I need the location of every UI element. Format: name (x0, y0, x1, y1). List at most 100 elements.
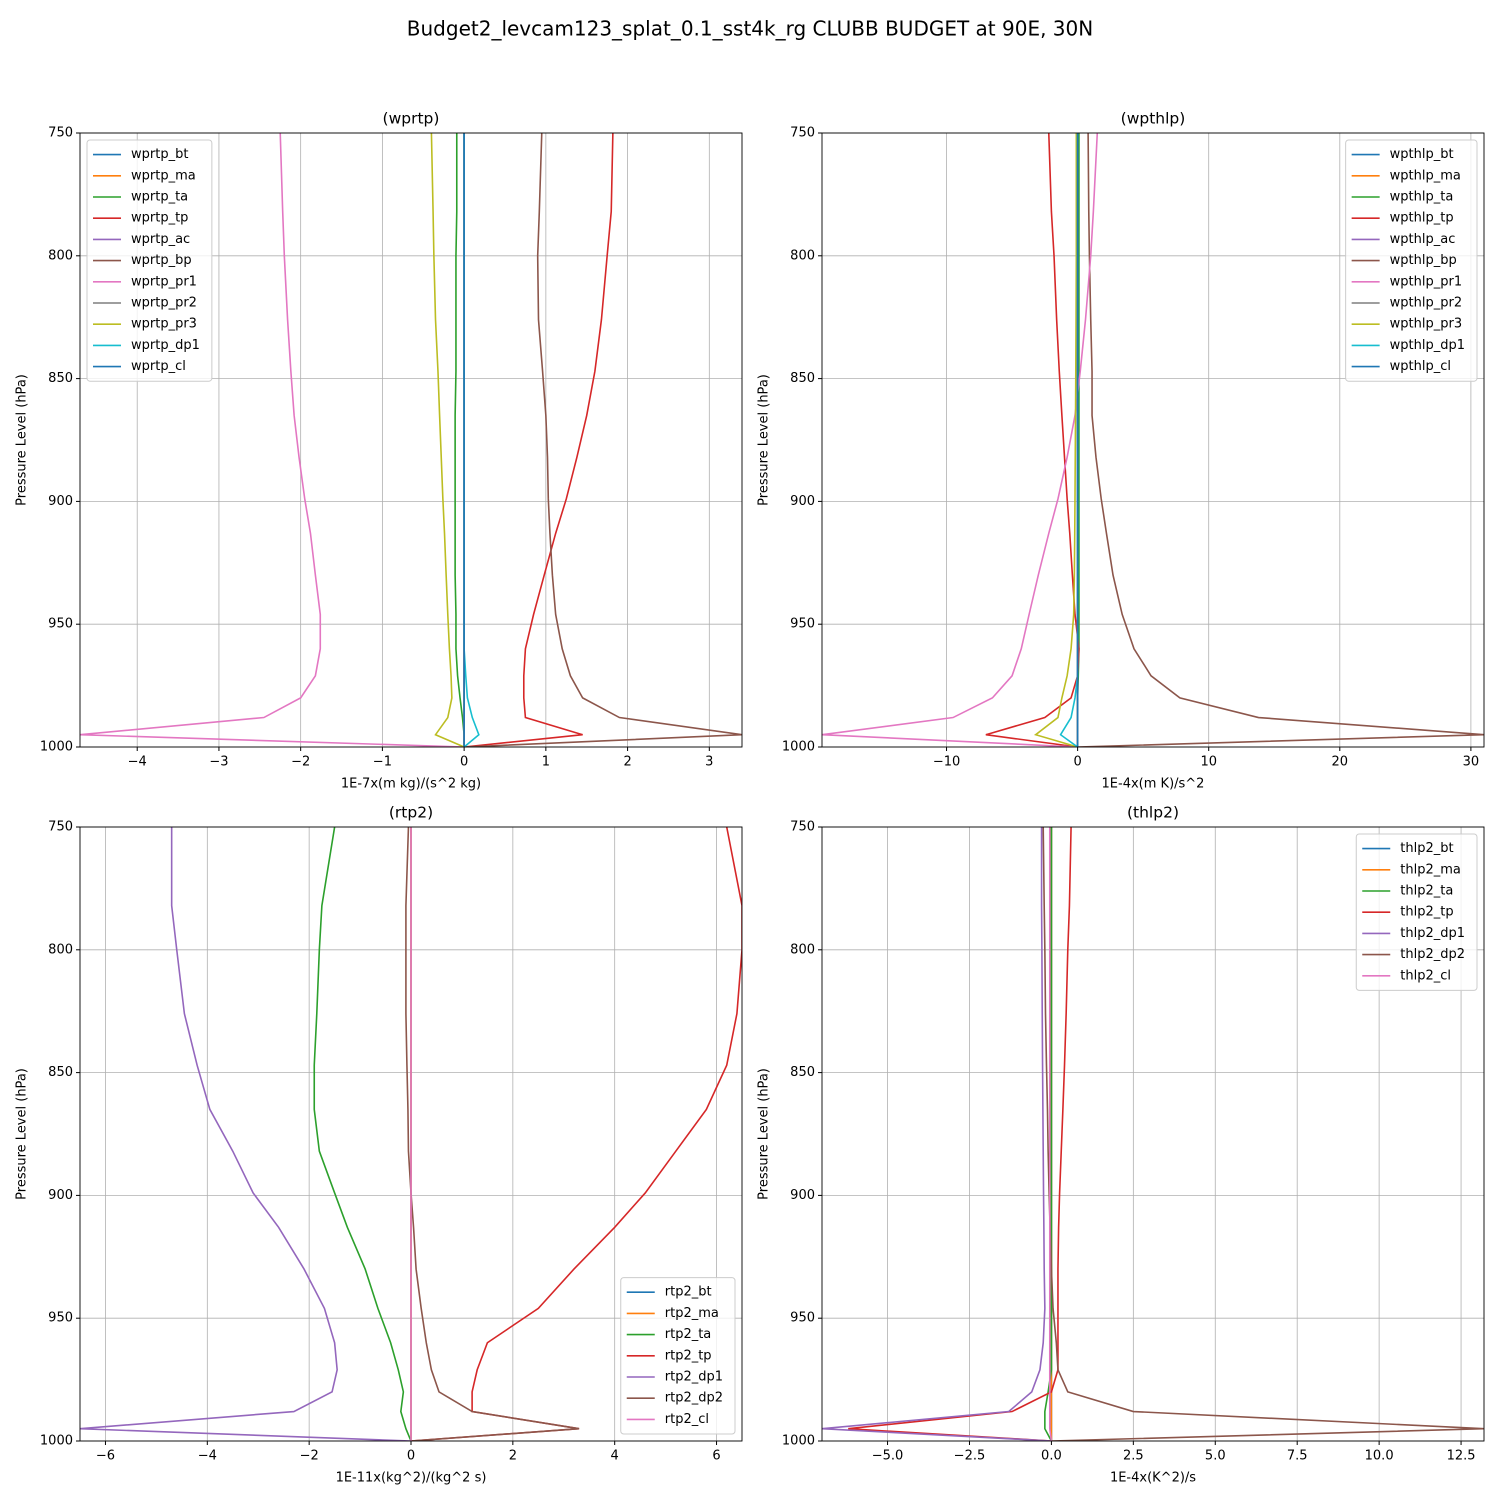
axes-frame (79, 132, 743, 748)
legend-label: rtp2_ma (665, 1306, 719, 1321)
y-tick-label: 800 (48, 942, 73, 957)
series-line (464, 133, 614, 747)
x-tick-label: −2 (291, 755, 310, 770)
legend-label: rtp2_bt (665, 1285, 712, 1300)
subplot-title: (rtp2) (389, 804, 433, 822)
x-tick-label: 2 (623, 755, 631, 770)
legend-label: wprtp_pr2 (131, 296, 197, 311)
figure-title: Budget2_levcam123_splat_0.1_sst4k_rg CLU… (407, 17, 1093, 41)
y-tick-label: 750 (48, 820, 73, 835)
series-line (822, 827, 1052, 1441)
series-line (1048, 827, 1053, 1441)
legend-label: wpthlp_pr3 (1390, 317, 1462, 332)
series-line (313, 827, 412, 1441)
legend-label: wprtp_dp1 (131, 338, 200, 353)
legend-label: wprtp_tp (131, 211, 188, 226)
y-tick-label: 750 (790, 126, 815, 141)
legend-label: rtp2_ta (665, 1327, 712, 1342)
legend-label: thlp2_dp2 (1400, 947, 1465, 962)
series-line (822, 133, 1099, 747)
x-tick-label: −10 (933, 755, 960, 770)
x-tick-label: 10.0 (1365, 1449, 1394, 1464)
x-tick-label: −2 (300, 1449, 319, 1464)
axes-frame (821, 132, 1485, 748)
y-axis-label: Pressure Level (hPa) (15, 374, 30, 506)
x-tick-label: −5.0 (872, 1449, 904, 1464)
legend-label: wpthlp_pr1 (1390, 274, 1462, 289)
x-tick-label: −1 (373, 755, 392, 770)
plot-area (80, 133, 742, 747)
legend-label: wprtp_cl (131, 359, 186, 374)
legend-label: wpthlp_cl (1390, 359, 1451, 374)
x-tick-label: 30 (1463, 755, 1480, 770)
legend-label: wpthlp_dp1 (1390, 338, 1465, 353)
series-line (1077, 133, 1484, 747)
legend: wpthlp_bt wpthlp_ma wpthlp_ta wpthlp_tpwpth… (1345, 139, 1478, 382)
plot-area (822, 827, 1484, 1441)
legend-label: wpthlp_bt (1390, 147, 1454, 162)
x-axis-label: 1E-11x(kg^2)/(kg^2 s) (336, 1471, 487, 1486)
x-tick-label: 6 (712, 1449, 720, 1464)
y-tick-label: 950 (48, 1311, 73, 1326)
y-tick-label: 850 (48, 1065, 73, 1080)
legend-label: wpthlp_bp (1390, 253, 1457, 268)
x-tick-label: 2.5 (1123, 1449, 1144, 1464)
y-tick-label: 900 (48, 494, 73, 509)
x-axis-label: 1E-7x(m kg)/(s^2 kg) (341, 777, 481, 792)
legend-label: wprtp_pr1 (131, 274, 197, 289)
subplot: −4 −3 −2 −1 0 1 2 3 750 800 850 900 950 1000 (wprtp) 1E… (15, 110, 743, 792)
legend-label: wpthlp_ma (1390, 168, 1461, 183)
y-axis-label: Pressure Level (hPa) (15, 1068, 30, 1200)
x-tick-label: 4 (611, 1449, 619, 1464)
legend-label: thlp2_cl (1400, 968, 1451, 983)
legend: wprtp_bt wprtp_ma wprtp_ta wprtp_tp wprtp_ac… (86, 139, 213, 382)
y-tick-label: 950 (790, 1311, 815, 1326)
legend-label: wpthlp_pr2 (1390, 296, 1462, 311)
y-tick-label: 800 (48, 248, 73, 263)
x-tick-label: 12.5 (1447, 1449, 1476, 1464)
legend-label: rtp2_dp2 (665, 1391, 723, 1406)
legend-label: thlp2_dp1 (1400, 926, 1465, 941)
legend-label: thlp2_ma (1400, 862, 1461, 877)
x-tick-label: 0 (407, 1449, 415, 1464)
y-axis-label: Pressure Level (hPa) (757, 374, 772, 506)
legend-label: wpthlp_tp (1390, 211, 1454, 226)
x-tick-label: 1 (542, 755, 550, 770)
legend-label: wprtp_pr3 (131, 317, 197, 332)
x-tick-label: 10 (1200, 755, 1217, 770)
subplot: −5.0 −2.5 0.0 2.5 5.0 7.5 10.0 12.5 750 800 850 900… (757, 804, 1485, 1486)
x-axis-label: 1E-4x(K^2)/s (1110, 1471, 1196, 1486)
y-tick-label: 900 (790, 1188, 815, 1203)
y-tick-label: 900 (790, 494, 815, 509)
plot-area (822, 133, 1484, 747)
y-tick-label: 950 (790, 617, 815, 632)
series-line (80, 133, 465, 747)
series-line (1044, 827, 1053, 1441)
series-line (405, 827, 580, 1441)
axes-frame (79, 826, 743, 1442)
y-tick-label: 950 (48, 617, 73, 632)
legend: thlp2_bt thlp2_ma thlp2_ta thlp2_tp thlp2_dp… (1355, 833, 1478, 991)
series-line (410, 827, 742, 1441)
subplot: −6 −4 −2 0 2 4 6 750 800 850 900 950 1000 (rtp2) 1E-11… (15, 804, 743, 1486)
legend-label: wprtp_bp (131, 253, 192, 268)
x-tick-label: 20 (1332, 755, 1349, 770)
axes-frame (821, 826, 1485, 1442)
legend-box (1355, 833, 1478, 991)
series-line (430, 133, 465, 747)
x-tick-label: −2.5 (954, 1449, 986, 1464)
legend-label: rtp2_dp1 (665, 1370, 723, 1385)
y-tick-label: 1000 (40, 1434, 73, 1449)
x-tick-label: −6 (96, 1449, 115, 1464)
x-tick-label: −4 (128, 755, 147, 770)
legend-label: wprtp_bt (131, 147, 188, 162)
x-tick-label: 0 (1073, 755, 1081, 770)
subplot-title: (thlp2) (1127, 804, 1179, 822)
y-tick-label: 1000 (40, 740, 73, 755)
series-line (848, 827, 1072, 1441)
legend-label: thlp2_ta (1400, 884, 1453, 899)
x-tick-label: 0.0 (1041, 1449, 1062, 1464)
y-tick-label: 1000 (782, 1434, 815, 1449)
